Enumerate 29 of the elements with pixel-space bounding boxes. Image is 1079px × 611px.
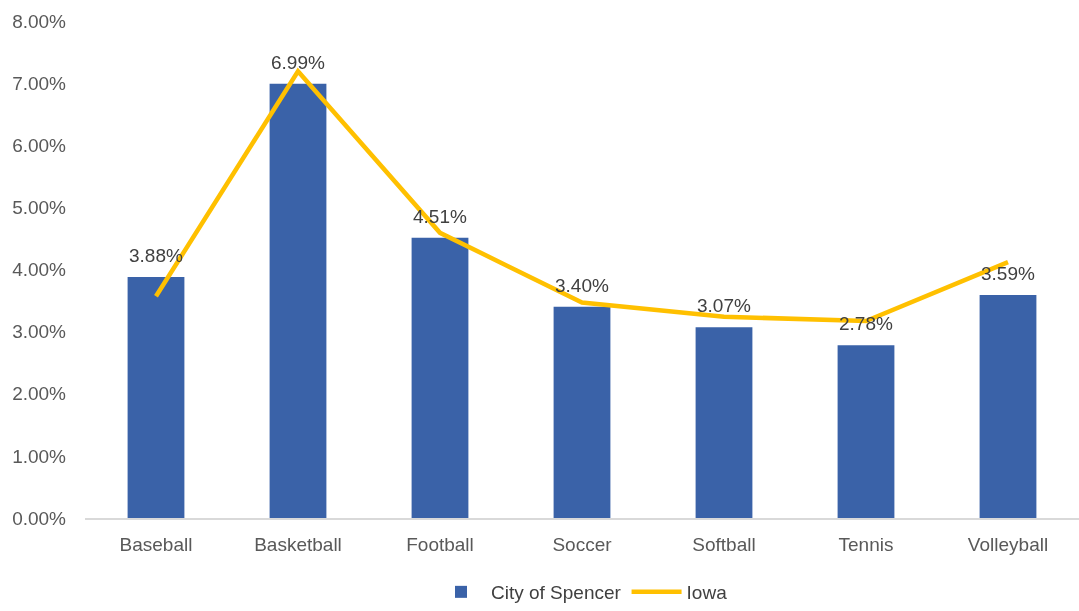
- x-tick-label: Volleyball: [967, 533, 1049, 555]
- x-tick-label: Baseball: [119, 533, 193, 555]
- data-label: 3.59%: [981, 263, 1035, 284]
- y-tick-label: 8.00%: [12, 10, 67, 32]
- y-tick-label: 5.00%: [12, 197, 67, 219]
- y-tick-label: 7.00%: [12, 72, 67, 94]
- bar: [411, 237, 469, 518]
- legend-label: Iowa: [686, 582, 728, 604]
- x-tick-label: Football: [406, 533, 474, 555]
- y-tick-label: 2.00%: [12, 383, 67, 405]
- bar: [269, 83, 327, 518]
- legend-label: City of Spencer: [491, 582, 622, 604]
- data-label: 6.99%: [271, 52, 325, 73]
- bar: [553, 306, 611, 518]
- x-tick-label: Soccer: [552, 533, 613, 555]
- y-tick-label: 6.00%: [12, 134, 67, 156]
- data-label: 3.40%: [555, 275, 609, 296]
- bar: [127, 276, 185, 518]
- bar: [979, 294, 1037, 518]
- x-tick-label: Softball: [692, 533, 756, 555]
- y-tick-label: 3.00%: [12, 321, 67, 343]
- x-tick-label: Basketball: [254, 533, 342, 555]
- data-label: 3.07%: [697, 295, 751, 316]
- bar: [695, 327, 753, 518]
- bar: [837, 345, 895, 518]
- y-tick-label: 1.00%: [12, 445, 67, 467]
- y-tick-label: 0.00%: [12, 507, 67, 529]
- x-tick-label: Tennis: [838, 533, 894, 555]
- y-tick-label: 4.00%: [12, 259, 67, 281]
